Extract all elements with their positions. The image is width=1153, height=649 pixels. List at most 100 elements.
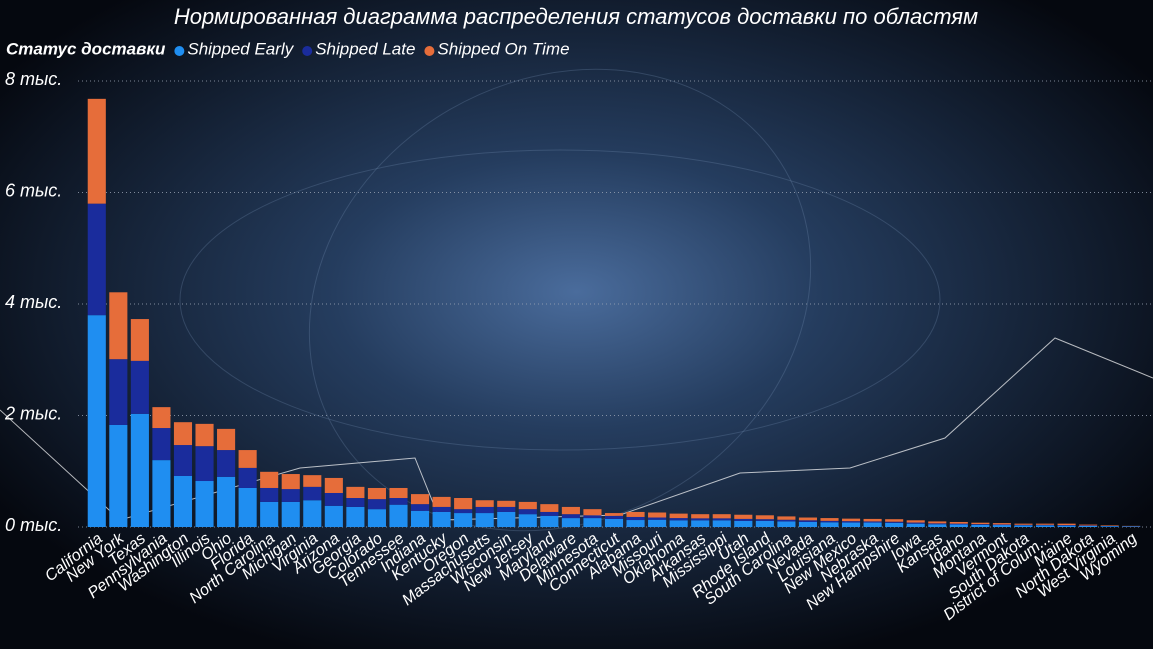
y-tick-label: 6 тыс.	[5, 180, 62, 200]
legend-title: Статус доставки	[6, 39, 166, 58]
bar-segment	[432, 496, 451, 507]
bar-segment	[734, 520, 753, 527]
bar-segment	[712, 520, 731, 527]
bar-segment	[367, 487, 386, 500]
bar-segment	[928, 524, 947, 527]
bar-segment	[281, 501, 300, 527]
bar-segment	[217, 428, 236, 451]
bar-segment	[281, 474, 300, 490]
bar-segment	[238, 450, 257, 468]
bar-segment	[928, 521, 947, 524]
bar-segment	[1035, 524, 1055, 526]
bar-segment	[798, 517, 818, 521]
legend-marker	[302, 46, 313, 56]
bar-segment	[863, 518, 882, 522]
bar-segment	[109, 359, 128, 425]
bar-segment	[238, 467, 257, 488]
bar-segment	[863, 522, 882, 527]
bar-segment	[712, 518, 731, 521]
bar-segment	[604, 515, 624, 519]
bar-segment	[669, 518, 688, 521]
bar-segment	[195, 423, 214, 447]
bar-segment	[475, 500, 494, 507]
bar-segment	[561, 506, 580, 515]
bar-segment	[1035, 523, 1055, 525]
bar-segment	[303, 500, 322, 527]
bar-segment	[842, 518, 861, 522]
bar-segment	[583, 518, 602, 527]
bar-segment	[971, 524, 990, 525]
bar-segment	[1122, 526, 1141, 527]
bar-segment	[217, 476, 236, 527]
y-tick-label: 0 тыс.	[5, 515, 62, 535]
legend-marker	[424, 46, 435, 56]
bar-segment	[346, 498, 365, 507]
bar-segment	[712, 514, 731, 519]
bar-segment	[260, 471, 279, 488]
bar-segment	[173, 422, 193, 446]
legend-label: Shipped On Time	[437, 39, 569, 58]
bar-segment	[217, 450, 236, 477]
bar-segment	[971, 524, 990, 527]
bar-segment	[195, 446, 214, 482]
bar-segment	[1079, 525, 1098, 527]
bar-segment	[130, 413, 149, 527]
bar-segment	[432, 506, 451, 512]
bar-segment	[518, 509, 537, 515]
bar-segment	[1100, 526, 1119, 527]
bar-segment	[1057, 525, 1076, 526]
bar-segment	[669, 513, 688, 519]
bar-segment	[454, 513, 473, 527]
bar-segment	[604, 518, 624, 527]
bar-segment	[949, 524, 968, 527]
bar-segment	[1100, 525, 1119, 526]
bar-segment	[561, 518, 580, 527]
bar-segment	[324, 505, 343, 527]
bar-segment	[820, 522, 839, 527]
bar-segment	[1079, 524, 1098, 526]
bar-segment	[152, 428, 171, 461]
bar-segment	[87, 98, 106, 204]
bar-segment	[734, 514, 753, 519]
bar-segment	[281, 489, 300, 502]
chart-title: Нормированная диаграмма распределения ст…	[174, 4, 978, 29]
bar-segment	[992, 523, 1011, 525]
bar-segment	[949, 523, 968, 525]
bar-segment	[863, 521, 882, 523]
bar-segment	[1057, 523, 1076, 526]
bar-segment	[367, 499, 386, 510]
bar-segment	[1014, 523, 1033, 525]
bar-segment	[561, 514, 580, 519]
bar-segment	[885, 521, 904, 523]
bar-segment	[906, 523, 925, 527]
bar-segment	[626, 520, 645, 527]
bar-segment	[497, 500, 516, 507]
bar-segment	[1057, 525, 1076, 527]
bar-segment	[497, 506, 516, 512]
bar-segment	[152, 407, 171, 429]
bar-segment	[410, 510, 430, 527]
bar-segment	[260, 501, 279, 527]
legend-label: Shipped Late	[315, 39, 415, 58]
bar-segment	[454, 498, 473, 510]
bar-segment	[777, 516, 796, 520]
bar-segment	[626, 511, 645, 517]
bar-segment	[777, 519, 796, 522]
bar-segment	[648, 517, 667, 520]
bar-segment	[454, 509, 473, 514]
bar-segment	[303, 475, 322, 487]
bar-segment	[842, 522, 861, 527]
bar-segment	[518, 501, 537, 510]
bar-segment	[755, 515, 774, 520]
bar-segment	[540, 511, 559, 516]
bar-segment	[324, 492, 343, 506]
bar-segment	[432, 511, 451, 527]
bar-segment	[885, 522, 904, 527]
bar-segment	[109, 424, 128, 527]
bar-segment	[173, 445, 193, 476]
bar-segment	[518, 514, 537, 527]
bar-segment	[798, 521, 818, 527]
bar-segment	[992, 524, 1011, 526]
